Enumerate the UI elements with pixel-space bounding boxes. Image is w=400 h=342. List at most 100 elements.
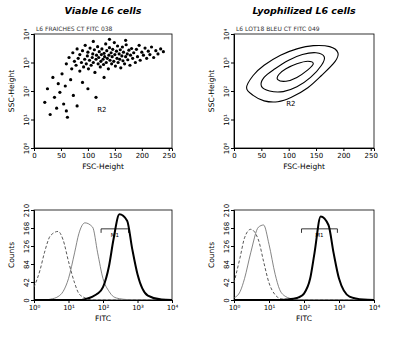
panel: 10⁰10¹10²10³10⁴04284126168210FITCCountsM… [207, 204, 381, 323]
plot-title: L6 LOT18 BLEU CT FITC 049 [236, 25, 320, 32]
y-axis: 04284126168210 [23, 204, 35, 303]
contour-line [261, 53, 324, 92]
y-tick: 10⁴ [23, 28, 34, 40]
event-dot [142, 54, 145, 57]
y-tick: 126 [223, 239, 234, 253]
tick-mark [343, 148, 344, 151]
x-tick: 100 [82, 148, 95, 160]
axis-line [31, 211, 35, 301]
x-tick: 50 [57, 148, 66, 160]
column-title: Lyophilized L6 cells [252, 5, 356, 16]
tick-mark [231, 300, 234, 301]
event-dot [103, 55, 106, 58]
tick-label: 42 [223, 278, 231, 287]
marker-bracket: M1 [302, 229, 338, 238]
event-dot [88, 47, 91, 50]
tick-mark [231, 264, 234, 265]
x-axis-title: FITC [296, 314, 312, 323]
histogram-line [234, 216, 374, 300]
y-axis: 10⁰10¹10²10³10⁴ [23, 28, 35, 154]
event-dot [109, 51, 112, 54]
tick-mark [88, 148, 89, 151]
contour-line [247, 45, 339, 102]
y-tick: 210 [23, 204, 34, 217]
tick-mark [142, 148, 143, 151]
event-dot [113, 53, 116, 56]
tick-label: 10³ [334, 304, 346, 312]
tick-mark [316, 148, 317, 151]
x-tick: 10³ [334, 300, 346, 312]
tick-label: 10² [299, 304, 311, 312]
event-dot [147, 50, 150, 53]
y-tick: 10¹ [223, 114, 234, 126]
event-dot [58, 91, 61, 94]
event-dot [106, 57, 109, 60]
tick-mark [231, 246, 234, 247]
event-dot [116, 44, 119, 47]
tick-mark [339, 300, 340, 303]
event-dot [92, 40, 95, 43]
x-tick: 200 [136, 148, 149, 160]
event-dot [111, 48, 114, 51]
event-dot [76, 104, 79, 107]
tick-label: 126 [223, 239, 231, 253]
event-dot [150, 45, 153, 48]
y-tick: 84 [23, 260, 34, 269]
axis-line [231, 211, 235, 301]
histogram-line [34, 231, 172, 300]
x-tick: 10⁴ [167, 300, 179, 312]
event-dot [108, 59, 111, 62]
tick-label: 10² [223, 85, 231, 97]
tick-mark [61, 148, 62, 151]
event-dot [118, 52, 121, 55]
event-dot [92, 61, 95, 64]
x-axis-title: FSC-Height [82, 162, 124, 171]
event-dot [124, 55, 127, 58]
event-dot [145, 57, 148, 60]
x-tick: 250 [163, 148, 176, 160]
event-dot [73, 60, 76, 63]
tick-mark [31, 282, 34, 283]
event-dot [62, 102, 65, 105]
tick-mark [231, 210, 234, 211]
event-dot [81, 81, 84, 84]
plot-frame [34, 34, 172, 148]
event-dot [104, 42, 107, 45]
tick-label: 0 [232, 152, 236, 160]
event-dot [93, 71, 96, 74]
event-dot [122, 51, 125, 54]
tick-label: 210 [223, 204, 231, 217]
event-dot [108, 46, 111, 49]
marker-label: M1 [111, 232, 119, 238]
axis-line [235, 301, 375, 304]
event-dot [55, 107, 58, 110]
event-dot [126, 52, 129, 55]
event-dot [86, 54, 89, 57]
event-dot [135, 48, 138, 51]
event-dot [88, 59, 91, 62]
x-axis: 10⁰10¹10²10³10⁴ [29, 300, 179, 312]
event-dot [102, 63, 105, 66]
tick-label: 168 [23, 222, 31, 235]
event-dot [96, 45, 99, 48]
event-dot [102, 52, 105, 55]
tick-mark [231, 34, 234, 35]
y-tick: 168 [23, 222, 34, 235]
event-dot [65, 62, 68, 65]
marker-label: M1 [315, 232, 323, 238]
tick-mark [31, 148, 34, 149]
event-dot [69, 78, 72, 81]
event-dot [134, 61, 137, 64]
x-tick: 250 [365, 148, 378, 160]
tick-label: 126 [23, 239, 31, 253]
panel: Lyophilized L6 cells L6 LOT18 BLEU CT FIT… [207, 5, 378, 171]
x-tick: 10¹ [264, 300, 276, 312]
event-dot [76, 47, 79, 50]
event-dot [130, 47, 133, 50]
event-dot [118, 58, 121, 61]
event-dot [140, 51, 143, 54]
x-axis: 050100150200250 [32, 148, 176, 160]
tick-label: 200 [136, 152, 149, 160]
plot-area [43, 38, 165, 119]
tick-mark [269, 300, 270, 303]
